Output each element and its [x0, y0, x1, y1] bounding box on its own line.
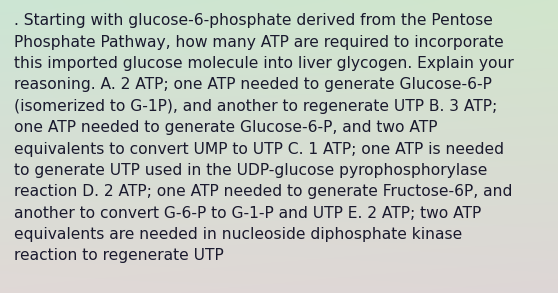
Text: reaction to regenerate UTP: reaction to regenerate UTP: [14, 248, 224, 263]
Text: reaction D. 2 ATP; one ATP needed to generate Fructose-6P, and: reaction D. 2 ATP; one ATP needed to gen…: [14, 184, 512, 199]
Text: equivalents are needed in nucleoside diphosphate kinase: equivalents are needed in nucleoside dip…: [14, 227, 462, 242]
Text: another to convert G-6-P to G-1-P and UTP E. 2 ATP; two ATP: another to convert G-6-P to G-1-P and UT…: [14, 206, 481, 221]
Text: reasoning. A. 2 ATP; one ATP needed to generate Glucose-6-P: reasoning. A. 2 ATP; one ATP needed to g…: [14, 77, 492, 92]
Text: this imported glucose molecule into liver glycogen. Explain your: this imported glucose molecule into live…: [14, 56, 514, 71]
Text: equivalents to convert UMP to UTP C. 1 ATP; one ATP is needed: equivalents to convert UMP to UTP C. 1 A…: [14, 142, 504, 156]
Text: Phosphate Pathway, how many ATP are required to incorporate: Phosphate Pathway, how many ATP are requ…: [14, 35, 504, 50]
Text: . Starting with glucose-6-phosphate derived from the Pentose: . Starting with glucose-6-phosphate deri…: [14, 13, 493, 28]
Text: to generate UTP used in the UDP-glucose pyrophosphorylase: to generate UTP used in the UDP-glucose …: [14, 163, 487, 178]
Text: (isomerized to G-1P), and another to regenerate UTP B. 3 ATP;: (isomerized to G-1P), and another to reg…: [14, 99, 497, 114]
Text: one ATP needed to generate Glucose-6-P, and two ATP: one ATP needed to generate Glucose-6-P, …: [14, 120, 437, 135]
